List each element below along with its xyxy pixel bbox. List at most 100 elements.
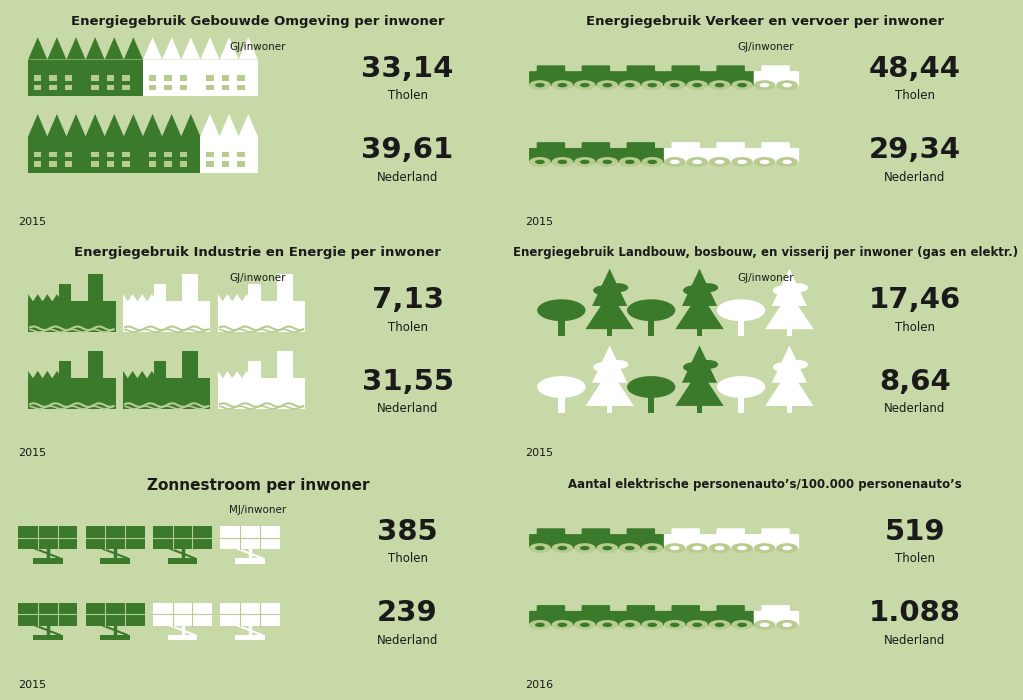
Polygon shape [201, 37, 220, 60]
Polygon shape [558, 319, 565, 337]
Polygon shape [123, 294, 171, 302]
Circle shape [603, 160, 612, 164]
Circle shape [625, 160, 634, 164]
Polygon shape [106, 152, 115, 158]
Text: 239: 239 [377, 599, 438, 627]
Polygon shape [58, 284, 71, 302]
Polygon shape [771, 269, 807, 306]
FancyBboxPatch shape [754, 71, 799, 86]
Text: Tholen: Tholen [388, 321, 428, 334]
FancyBboxPatch shape [529, 148, 575, 162]
Polygon shape [237, 162, 244, 167]
Polygon shape [91, 85, 99, 90]
Polygon shape [100, 635, 130, 640]
Polygon shape [277, 274, 293, 302]
Circle shape [715, 623, 724, 627]
Polygon shape [34, 85, 41, 90]
Circle shape [529, 543, 550, 553]
Polygon shape [58, 361, 71, 378]
Circle shape [558, 83, 568, 88]
Polygon shape [237, 85, 244, 90]
Polygon shape [222, 162, 229, 167]
Polygon shape [771, 346, 807, 383]
Polygon shape [607, 324, 613, 337]
Circle shape [664, 80, 685, 90]
Text: 7,13: 7,13 [371, 286, 444, 314]
Polygon shape [180, 75, 187, 80]
Polygon shape [148, 75, 157, 80]
Circle shape [648, 623, 657, 627]
Circle shape [683, 286, 705, 295]
Polygon shape [238, 37, 258, 60]
Circle shape [670, 83, 679, 88]
FancyBboxPatch shape [574, 611, 620, 626]
FancyBboxPatch shape [664, 611, 709, 626]
Circle shape [738, 546, 747, 550]
Text: 2015: 2015 [18, 680, 46, 690]
Polygon shape [738, 396, 745, 413]
Polygon shape [787, 324, 792, 337]
Text: Tholen: Tholen [388, 90, 428, 102]
Circle shape [686, 80, 708, 90]
Circle shape [699, 360, 718, 369]
Text: Energiegebruik Landbouw, bosbouw, en visserij per inwoner (gas en elektr.): Energiegebruik Landbouw, bosbouw, en vis… [513, 246, 1018, 259]
Polygon shape [34, 152, 41, 158]
FancyBboxPatch shape [709, 534, 754, 549]
Polygon shape [201, 136, 258, 173]
Circle shape [738, 623, 747, 627]
Circle shape [789, 284, 808, 292]
FancyBboxPatch shape [619, 534, 664, 549]
FancyBboxPatch shape [537, 528, 565, 540]
Polygon shape [104, 114, 124, 136]
Polygon shape [123, 302, 211, 332]
Circle shape [603, 83, 612, 88]
Text: 385: 385 [377, 518, 438, 546]
Polygon shape [148, 85, 157, 90]
Circle shape [717, 300, 765, 321]
Polygon shape [181, 114, 201, 136]
Polygon shape [218, 371, 266, 378]
Polygon shape [86, 136, 143, 173]
Circle shape [760, 160, 769, 164]
Circle shape [535, 83, 545, 88]
FancyBboxPatch shape [626, 142, 655, 153]
Text: 8,64: 8,64 [879, 368, 950, 395]
Polygon shape [206, 85, 214, 90]
Polygon shape [49, 162, 57, 167]
Polygon shape [218, 294, 266, 302]
FancyBboxPatch shape [537, 65, 565, 76]
Circle shape [609, 284, 628, 292]
Circle shape [558, 623, 568, 627]
Polygon shape [165, 162, 172, 167]
Polygon shape [104, 37, 124, 60]
FancyBboxPatch shape [754, 534, 799, 549]
Polygon shape [277, 351, 293, 378]
Polygon shape [206, 75, 214, 80]
Polygon shape [18, 603, 78, 626]
FancyBboxPatch shape [582, 528, 610, 540]
Polygon shape [64, 75, 73, 80]
Circle shape [783, 546, 792, 550]
Polygon shape [29, 294, 76, 302]
Text: 519: 519 [885, 518, 945, 546]
Polygon shape [33, 558, 62, 564]
Text: Zonnestroom per inwoner: Zonnestroom per inwoner [146, 477, 369, 493]
FancyBboxPatch shape [671, 65, 700, 76]
Text: Tholen: Tholen [895, 90, 935, 102]
FancyBboxPatch shape [582, 605, 610, 616]
Circle shape [683, 362, 705, 372]
Text: 2015: 2015 [18, 217, 46, 227]
Polygon shape [47, 37, 66, 60]
Polygon shape [153, 526, 212, 549]
Circle shape [731, 80, 753, 90]
Circle shape [715, 160, 724, 164]
Polygon shape [675, 293, 723, 329]
Polygon shape [153, 284, 166, 302]
Circle shape [535, 546, 545, 550]
Circle shape [537, 376, 585, 398]
Circle shape [648, 83, 657, 88]
Polygon shape [123, 75, 130, 80]
Text: Nederland: Nederland [376, 171, 438, 184]
Text: 17,46: 17,46 [869, 286, 961, 314]
Polygon shape [249, 361, 261, 378]
